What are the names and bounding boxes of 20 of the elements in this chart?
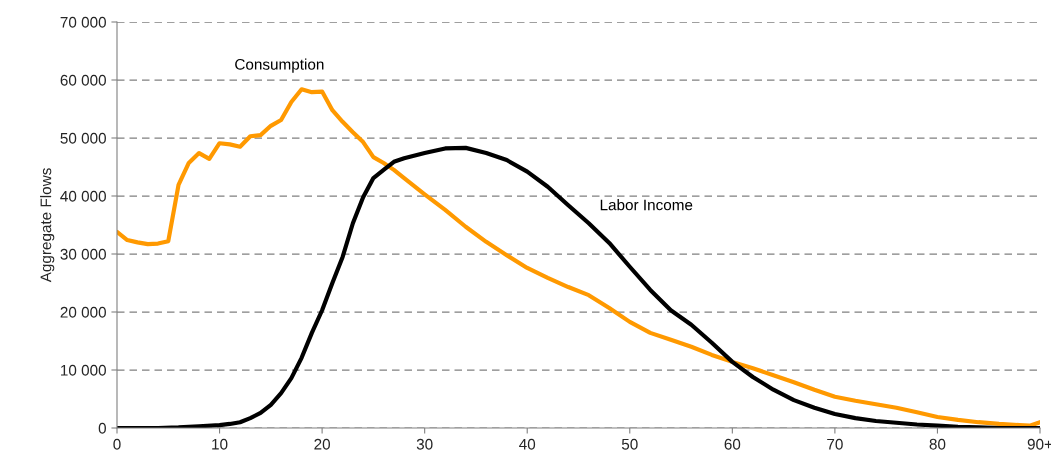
y-tick-label: 60 000 bbox=[60, 74, 106, 86]
y-tick-label: 50 000 bbox=[60, 132, 106, 144]
x-tick-label: 40 bbox=[519, 438, 536, 450]
series-label: Labor Income bbox=[600, 199, 693, 211]
x-tick-label: 50 bbox=[621, 438, 638, 450]
y-tick-label: 40 000 bbox=[60, 190, 106, 202]
x-tick-label: 30 bbox=[416, 438, 433, 450]
x-tick-label: 0 bbox=[113, 438, 121, 450]
y-tick-label: 10 000 bbox=[61, 364, 106, 376]
x-tick-label: 60 bbox=[724, 438, 741, 450]
x-tick-label: 80 bbox=[929, 438, 946, 450]
y-tick-label: 20 000 bbox=[60, 306, 106, 318]
x-tick-label: 70 bbox=[827, 438, 843, 450]
y-tick-label: 30 000 bbox=[60, 248, 106, 260]
y-tick-label: 70 000 bbox=[60, 16, 106, 28]
y-axis-title: Aggregate Flows bbox=[40, 168, 55, 283]
y-tick-label: 0 bbox=[98, 422, 106, 434]
x-tick-label: 20 bbox=[314, 438, 331, 450]
x-tick-label: 10 bbox=[212, 438, 228, 450]
series-label: Consumption bbox=[235, 58, 324, 73]
